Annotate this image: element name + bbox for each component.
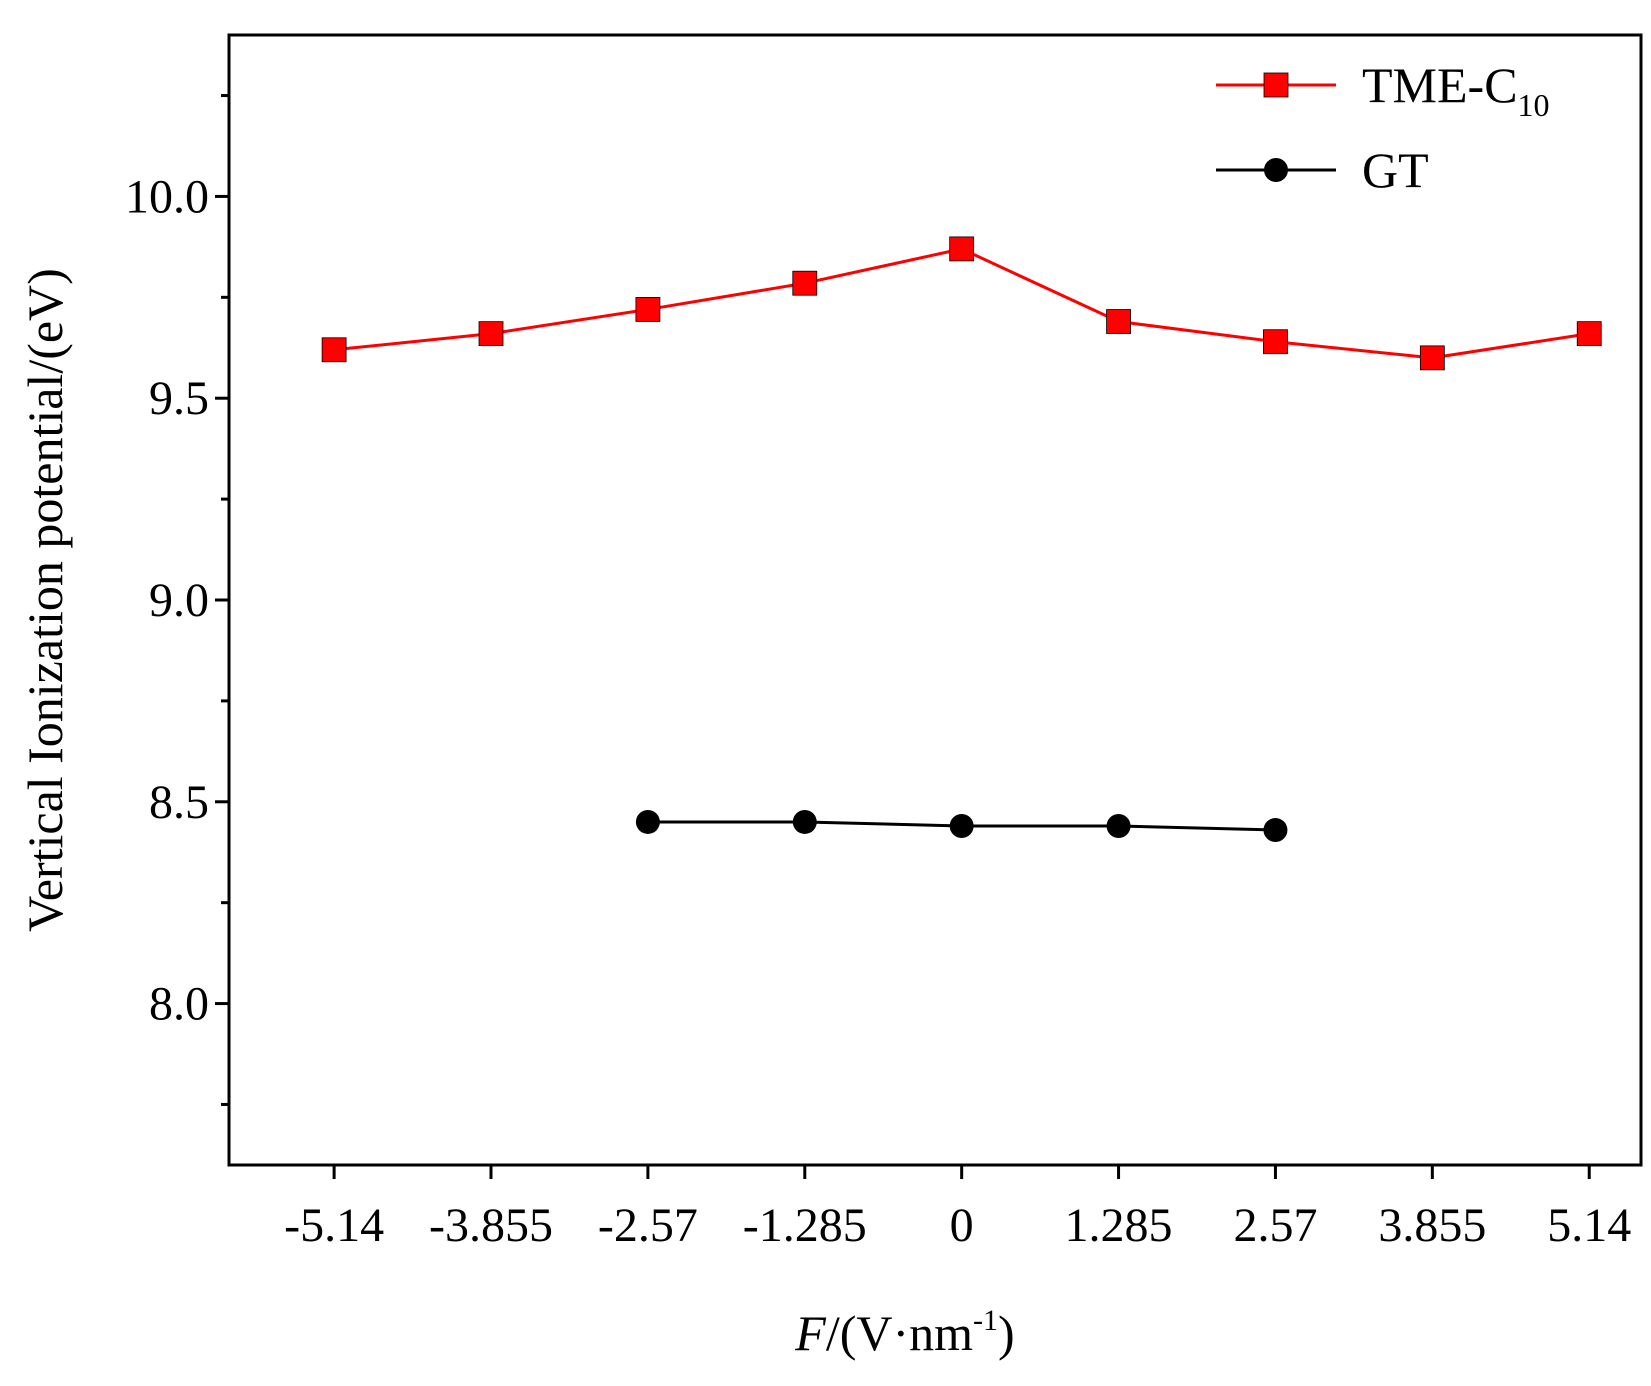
data-point-square xyxy=(478,321,504,347)
x-tick-label: 5.14 xyxy=(1547,1199,1631,1252)
y-tick-label: 10.0 xyxy=(125,170,209,223)
data-point-circle xyxy=(635,809,660,834)
data-point-circle xyxy=(949,814,974,838)
y-axis-title: Vertical Ionization potential/(eV) xyxy=(17,268,73,932)
data-point-square xyxy=(1263,329,1288,355)
x-tick-label: -3.855 xyxy=(429,1199,553,1252)
x-tick-label: 1.285 xyxy=(1065,1199,1173,1252)
series-line-tme-c10 xyxy=(333,247,1590,360)
data-point-square xyxy=(792,270,818,296)
y-tick-label: 9.0 xyxy=(149,574,209,627)
x-tick-label: -1.285 xyxy=(743,1199,867,1252)
legend: TME-C10 GT xyxy=(1216,57,1550,198)
y-axis-ticks: 8.0 8.5 9.0 9.5 10.0 xyxy=(125,94,229,1106)
data-point-square xyxy=(1419,345,1445,371)
x-axis-ticks: -5.14 -3.855 -2.57 -1.285 0 1.285 2.57 3.855 5.1… xyxy=(284,1165,1631,1252)
y-tick-label: 8.5 xyxy=(149,776,209,829)
data-point-square xyxy=(1106,309,1131,334)
data-point-circle xyxy=(1263,818,1288,843)
data-point-circle xyxy=(1106,814,1131,838)
x-tick-label: 2.57 xyxy=(1233,1199,1317,1252)
data-point-square xyxy=(635,297,661,322)
x-axis-title: F/(V·nm-1) xyxy=(794,1304,1014,1361)
data-point-square xyxy=(1576,321,1602,347)
legend-marker-tme xyxy=(1263,72,1289,98)
x-tick-label: -5.14 xyxy=(284,1199,384,1252)
data-point-circle xyxy=(792,809,817,834)
y-tick-label: 9.5 xyxy=(149,372,209,425)
plot-frame xyxy=(227,33,1643,1167)
x-tick-label: 0 xyxy=(950,1199,974,1252)
data-point-square xyxy=(949,236,975,262)
legend-marker-gt xyxy=(1264,158,1288,182)
legend-label-gt: GT xyxy=(1362,142,1429,198)
legend-label-tme: TME-C10 xyxy=(1362,57,1550,123)
data-point-square xyxy=(321,337,347,363)
x-tick-label: -2.57 xyxy=(598,1199,698,1252)
x-tick-label: 3.855 xyxy=(1378,1199,1486,1252)
y-tick-label: 8.0 xyxy=(149,978,209,1031)
series-layer xyxy=(321,236,1602,843)
